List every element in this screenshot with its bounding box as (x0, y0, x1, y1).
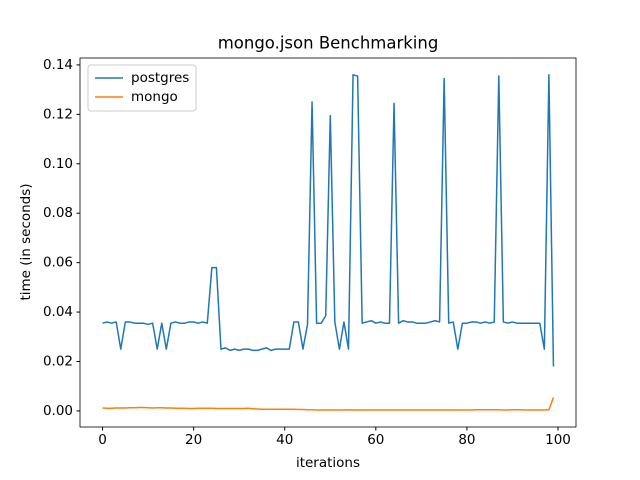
y-tick-label: 0.04 (43, 304, 73, 320)
chart-title: mongo.json Benchmarking (218, 34, 439, 53)
series-line (102, 74, 555, 367)
y-tick-label: 0.14 (43, 57, 73, 73)
y-tick-label: 0.08 (43, 205, 73, 221)
x-tick-label: 40 (276, 432, 293, 448)
y-tick-label: 0.02 (43, 354, 73, 370)
series-line (102, 397, 555, 411)
legend-label: mongo (131, 89, 178, 105)
x-tick-label: 20 (185, 432, 202, 448)
x-axis-label: iterations (296, 455, 360, 471)
plot-frame (79, 57, 577, 428)
x-tick-label: 60 (367, 432, 384, 448)
x-tick-label: 80 (458, 432, 475, 448)
x-tick-label: 0 (98, 432, 107, 448)
y-tick-label: 0.00 (43, 403, 73, 419)
legend-box (87, 64, 197, 112)
y-tick-label: 0.06 (43, 255, 73, 271)
y-axis-label: time (in seconds) (18, 183, 34, 300)
legend-label: postgres (131, 70, 189, 86)
y-tick-label: 0.12 (43, 106, 73, 122)
x-tick-label: 100 (545, 432, 571, 448)
y-tick-label: 0.10 (43, 156, 73, 172)
